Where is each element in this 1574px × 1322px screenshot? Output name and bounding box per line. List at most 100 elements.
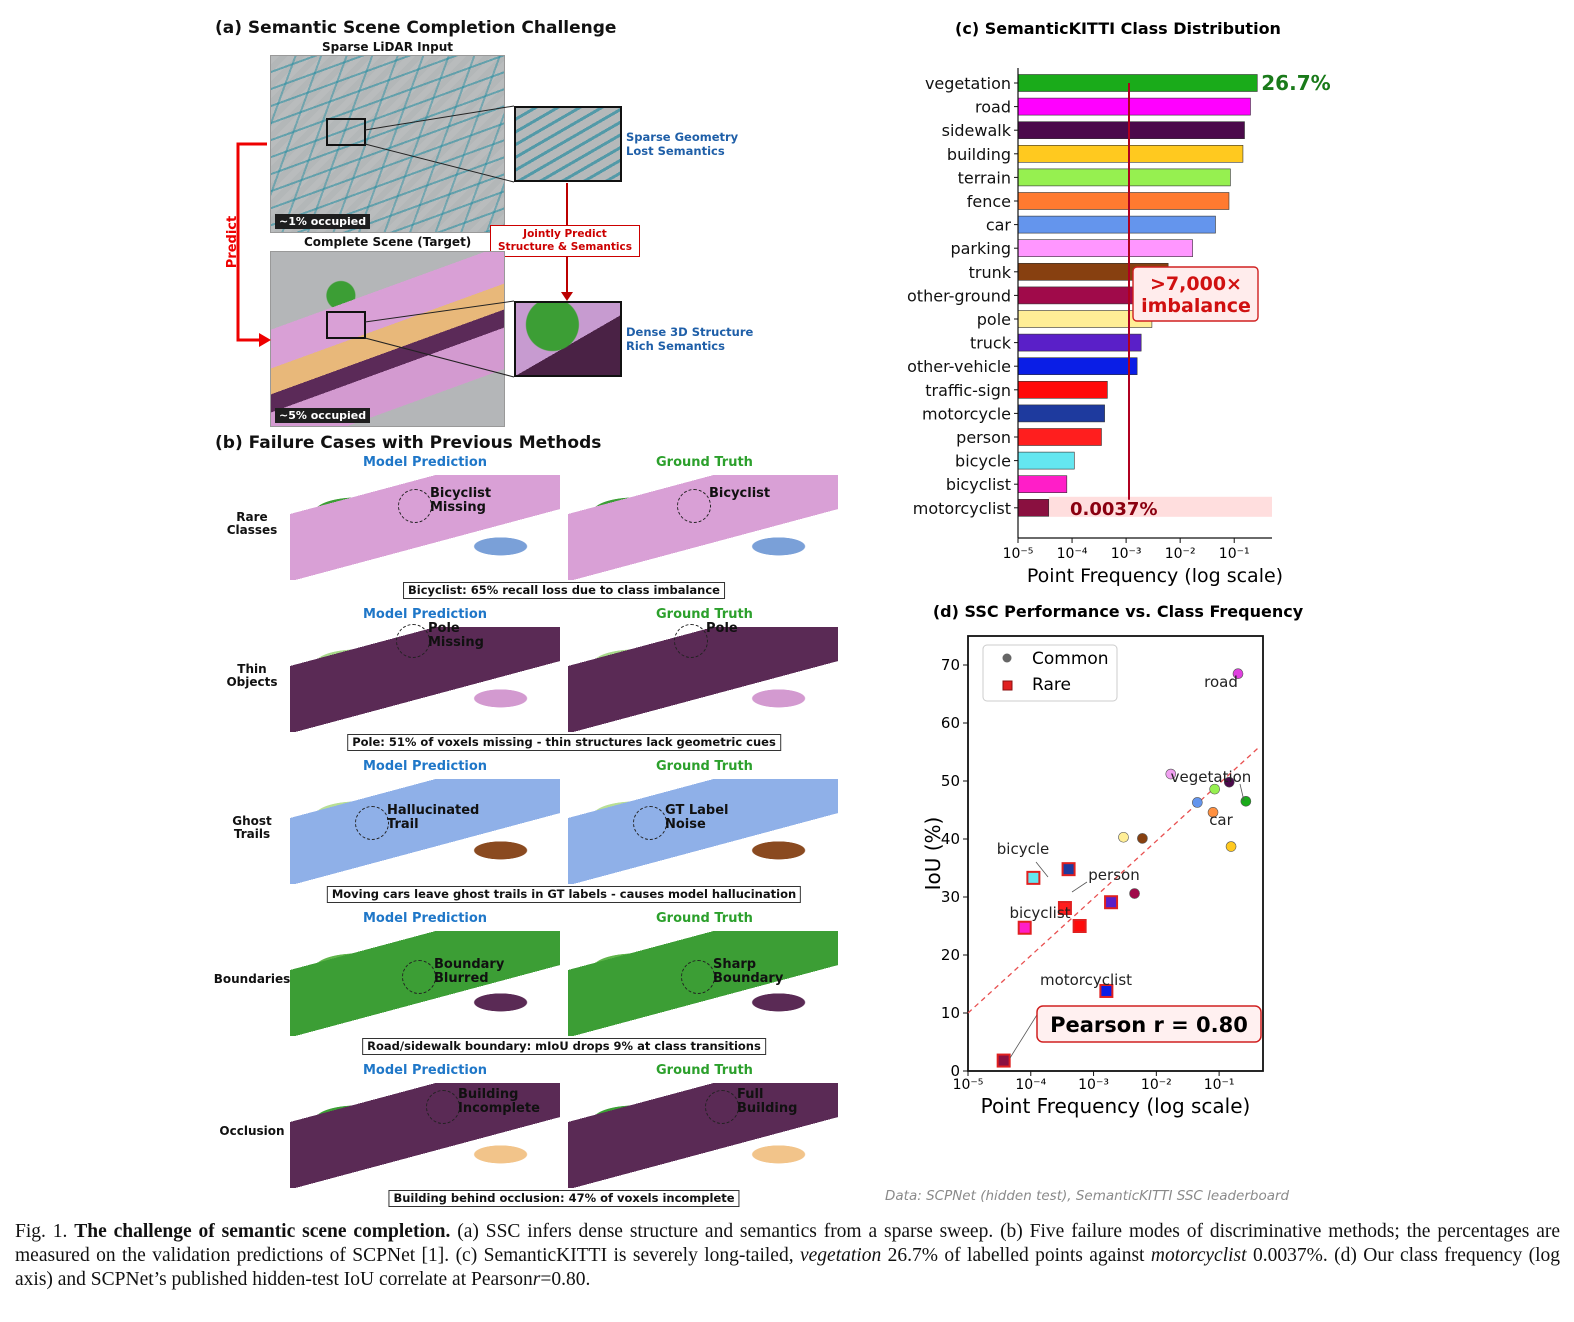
caption-em-3: r: [532, 1269, 541, 1290]
joint-box-line1: Jointly Predict: [523, 228, 607, 240]
rare-point: [1057, 901, 1072, 916]
dense-zoom-box: [326, 311, 366, 339]
failure-row-label: Ghost Trails: [212, 815, 292, 841]
point-label-car: car: [1209, 811, 1233, 829]
min-value-label: 0.0037%: [1070, 499, 1158, 520]
legend-box: [982, 644, 1118, 702]
caption-text-2: 26.7% of labelled points against: [887, 1245, 1145, 1266]
dense-note-line1: Dense 3D Structure: [626, 325, 754, 339]
failure-row-label-line: Occlusion: [219, 1124, 285, 1138]
ground-truth-highlight-circle: [681, 960, 715, 994]
prediction-annotation-line: Missing: [430, 500, 486, 515]
category-label-sidewalk: sidewalk: [942, 121, 1012, 140]
pearson-label: Pearson r = 0.80: [1050, 1013, 1248, 1037]
rare-point: [1026, 870, 1041, 885]
failure-row-label: Occlusion: [212, 1125, 292, 1138]
x-tick-label: 10⁻⁵: [1003, 546, 1034, 562]
prediction-annotation-line: Bicyclist: [430, 486, 492, 501]
prediction-highlight-circle: [396, 624, 430, 658]
y-tick-label: 30: [941, 888, 960, 906]
caption-text-1: (a) SSC infers dense structure and seman…: [15, 1221, 1561, 1266]
rare-point: [996, 1053, 1011, 1068]
ground-truth-annotation: Pole: [706, 622, 738, 636]
chart-d-title: (d) SSC Performance vs. Class Frequency: [933, 602, 1304, 621]
common-point: [1129, 888, 1140, 899]
y-tick-label: 0: [950, 1062, 960, 1080]
predict-arrow-head: [259, 333, 271, 347]
category-label-car: car: [986, 216, 1012, 235]
y-tick-label: 10: [941, 1004, 960, 1022]
failure-row-label-line: Classes: [226, 523, 278, 537]
point-label-leader: [1009, 1009, 1041, 1059]
category-label-building: building: [947, 145, 1011, 164]
plot-frame: [967, 635, 1264, 1072]
model-prediction-scene: [290, 1083, 560, 1188]
category-label-truck: truck: [970, 334, 1012, 353]
ground-truth-annotation-line: Bicyclist: [709, 486, 771, 501]
ground-truth-annotation-line: Sharp: [713, 957, 757, 972]
prediction-highlight-circle: [426, 1090, 460, 1124]
category-label-fence: fence: [967, 192, 1011, 211]
ground-truth-heading: Ground Truth: [656, 759, 753, 774]
bar-bicycle: [1017, 451, 1075, 470]
caption-title: The challenge of semantic scene completi…: [74, 1221, 451, 1242]
complete-scene-label: Complete Scene (Target): [304, 235, 472, 249]
model-prediction-heading: Model Prediction: [363, 455, 488, 470]
prediction-highlight-circle: [398, 489, 432, 523]
prediction-annotation-line: Missing: [428, 635, 484, 650]
common-point: [1232, 668, 1244, 679]
rare-point: [1099, 983, 1114, 998]
ground-truth-annotation: Sharp Boundary: [713, 958, 783, 986]
category-label-other-ground: other-ground: [907, 286, 1011, 305]
category-label-person: person: [956, 428, 1011, 447]
failure-row-label-line: Thin: [237, 662, 267, 676]
data-source-note: Data: SCPNet (hidden test), SemanticKITT…: [885, 1188, 1290, 1204]
pearson-box: [1036, 1005, 1262, 1043]
x-tick-label: 10⁻¹: [1219, 546, 1250, 562]
bar-person: [1017, 428, 1102, 446]
ground-truth-annotation: GT Label Noise: [665, 804, 728, 832]
point-label-leader: [1035, 861, 1049, 878]
rare-class-highlight-band: [1048, 496, 1272, 517]
trend-line: [967, 745, 1261, 1014]
category-label-parking: parking: [950, 239, 1011, 258]
category-label-vegetation: vegetation: [925, 74, 1011, 93]
panel-b-title: (b) Failure Cases with Previous Methods: [215, 433, 602, 453]
bar-car: [1017, 215, 1216, 234]
ground-truth-annotation: Full Building: [737, 1088, 797, 1116]
x-tick-label: 10⁻²: [1165, 546, 1196, 562]
prediction-annotation-line: Hallucinated: [387, 803, 480, 818]
figure-caption: Fig. 1. The challenge of semantic scene …: [15, 1220, 1560, 1292]
panel-a-connectors: Predict: [225, 105, 573, 378]
ground-truth-annotation-line: Noise: [665, 817, 706, 832]
prediction-annotation-line: Pole: [428, 621, 460, 636]
category-label-bicyclist: bicyclist: [946, 475, 1011, 494]
joint-box-line2: Structure & Semantics: [498, 241, 632, 253]
class-distribution-chart: (c) SemanticKITTI Class Distribution vege…: [907, 19, 1331, 587]
sparse-occupied-badge: ~1% occupied: [275, 214, 371, 229]
point-label-road: road: [1204, 673, 1238, 691]
max-value-label: 26.7%: [1261, 71, 1330, 95]
bar-building: [1017, 145, 1244, 163]
ground-truth-annotation-line: Full: [737, 1087, 764, 1102]
caption-text-4: =0.80.: [540, 1269, 591, 1290]
bar-pole: [1017, 310, 1153, 328]
y-tick-label: 40: [941, 830, 960, 848]
bar-traffic-sign: [1017, 380, 1108, 399]
x-tick-label: 10⁻²: [1141, 1077, 1172, 1093]
model-prediction-heading: Model Prediction: [363, 1063, 488, 1078]
failure-row-label-line: Ghost: [232, 814, 272, 828]
model-prediction-scene: [290, 779, 560, 884]
chart-d-xlabel: Point Frequency (log scale): [981, 1094, 1251, 1118]
failure-caption: Road/sidewalk boundary: mIoU drops 9% at…: [362, 1038, 766, 1055]
model-prediction-scene: [290, 475, 560, 580]
caption-fig-number: Fig. 1.: [15, 1221, 68, 1242]
ground-truth-scene: [568, 779, 838, 884]
predict-bracket: [236, 142, 267, 342]
caption-em-2: motorcyclist: [1150, 1245, 1247, 1266]
bar-terrain: [1017, 168, 1231, 187]
ground-truth-highlight-circle: [633, 806, 667, 840]
x-tick-label: 10⁻⁴: [1015, 1077, 1046, 1093]
x-tick-label: 10⁻³: [1111, 546, 1142, 562]
failure-caption: Building behind occlusion: 47% of voxels…: [388, 1190, 740, 1207]
